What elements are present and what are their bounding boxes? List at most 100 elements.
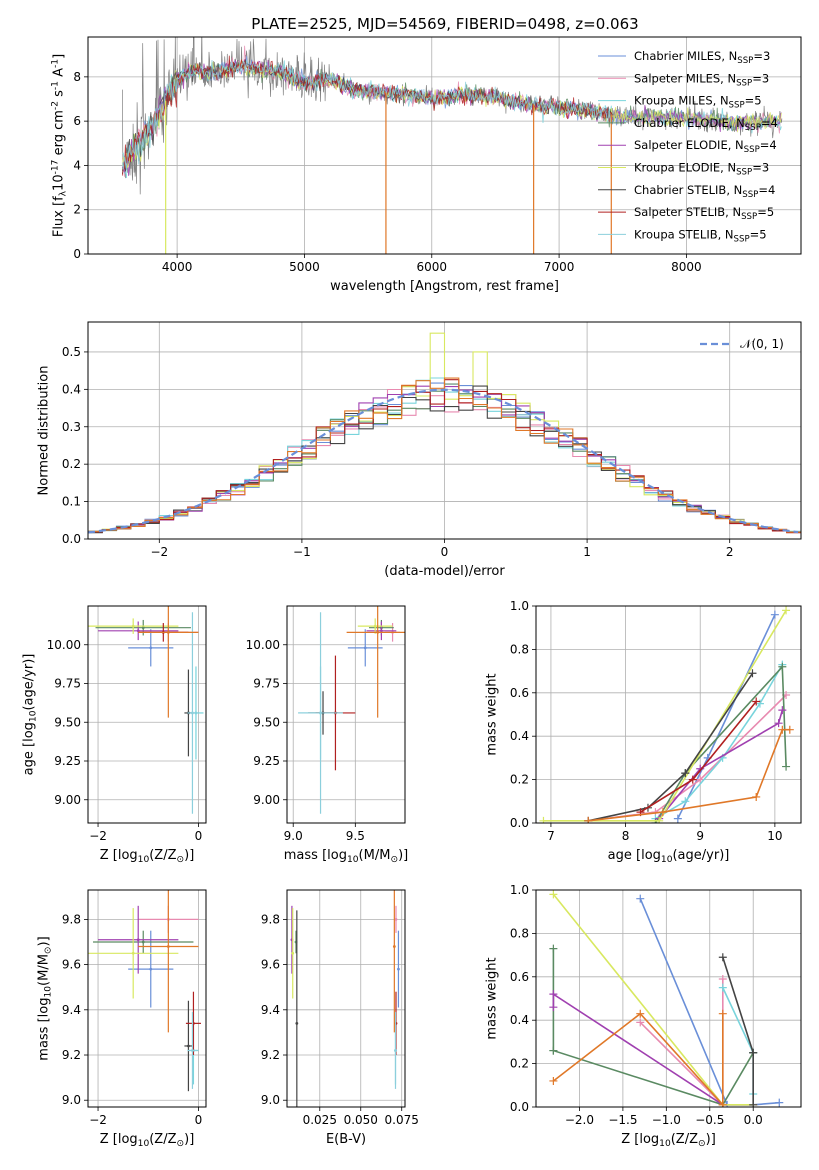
weight-marker [748, 669, 757, 678]
legend-entry: Salpeter MILES, NSSP=3 [634, 71, 769, 88]
x-tick-label: 8 [622, 829, 630, 843]
errorbar-point [136, 629, 140, 633]
spectrum-axes: 4000 5000 6000 7000 8000 0 2 4 6 8 wavelength [Ang… [51, 36, 802, 294]
weight-marker [549, 1046, 558, 1055]
weight-marker [770, 610, 779, 619]
weight-marker [655, 816, 664, 823]
weight-line [654, 664, 787, 823]
axes-frame [535, 605, 802, 824]
figure-title: PLATE=2525, MJD=54569, FIBERID=0498, z=0… [251, 15, 638, 33]
errorbar-point [363, 646, 367, 650]
errorbar-point [319, 711, 322, 715]
x-tick-label: 0.050 [344, 1113, 378, 1127]
y-axis-label: mass [log10(M/M⊙)] [37, 936, 54, 1060]
mass-vs-Z-axes: −2 0 9.0 9.2 9.4 9.6 9.8 Z [log10(Z/Z⊙)] mass [l… [37, 889, 207, 1149]
weight-vs-Z-axes: −2.0 −1.5 −1.0 −0.5 0.0 0.0 0.2 0.4 0.6 0.8 1.0 Z [… [485, 883, 802, 1149]
x-tick-label: −1.5 [608, 1113, 637, 1127]
y-tick-label: 9.4 [62, 1003, 81, 1017]
y-tick-label: 10.00 [47, 638, 81, 652]
x-tick-label: 10 [767, 829, 782, 843]
y-tick-label: 1.0 [510, 599, 529, 613]
y-tick-label: 0.8 [510, 926, 529, 940]
weight-marker [718, 1009, 727, 1018]
y-tick-label: 4 [73, 158, 81, 172]
y-tick-label: 9.6 [62, 958, 81, 972]
x-axis-label: Z [log10(Z/Z⊙)] [621, 1132, 716, 1149]
y-tick-label: 0.1 [62, 495, 81, 509]
spectrum-legend: Chabrier MILES, NSSP=3 Salpeter MILES, NS… [598, 49, 778, 244]
x-axis-label: Z [log10(Z/Z⊙)] [100, 848, 195, 865]
y-tick-label: 1.0 [510, 883, 529, 897]
weight-marker [749, 1100, 758, 1107]
errorbar-point [394, 1049, 397, 1052]
y-tick-label: 9.0 [261, 1093, 280, 1107]
weight-line [722, 957, 754, 1105]
x-tick-label: −1 [293, 545, 311, 559]
y-tick-label: 0.4 [510, 1013, 529, 1027]
weight-vs-age-marks [539, 606, 794, 823]
y-tick-label: 0.4 [62, 382, 81, 396]
y-axis-label: age [log10(age/yr)] [22, 654, 39, 776]
errorbar-point [191, 1049, 194, 1052]
weight-marker [681, 769, 690, 778]
errorbar-point [149, 646, 153, 650]
errorbar-point [141, 940, 145, 944]
x-tick-label: 0.0 [744, 1113, 763, 1127]
model-spectrum [122, 58, 613, 175]
age-vs-Z-marks [88, 606, 204, 814]
y-tick-label: 0.4 [510, 729, 529, 743]
weight-line [658, 709, 784, 820]
weight-marker [718, 1100, 727, 1107]
x-tick-label: 6000 [416, 260, 447, 274]
weight-vs-age-axes: 7 8 9 10 0.0 0.2 0.4 0.6 0.8 1.0 age [log10(age/yr… [485, 599, 802, 865]
weight-line [543, 609, 787, 822]
y-axis-label: Flux [fλ10-17 erg cm-2 s-1 A-1] [51, 54, 69, 237]
weight-marker [778, 725, 787, 734]
y-tick-label: 0.2 [62, 457, 81, 471]
weight-marker [752, 792, 761, 801]
y-tick-label: 0.8 [510, 642, 529, 656]
weight-marker [549, 1003, 558, 1012]
errorbar-point [373, 624, 377, 628]
errorbar-point [141, 626, 145, 630]
weight-marker [549, 1076, 558, 1085]
x-tick-label: 1 [583, 545, 591, 559]
weight-vs-Z-marks [549, 890, 784, 1107]
legend-entry: Chabrier STELIB, NSSP=4 [634, 183, 775, 200]
y-tick-label: 8 [73, 70, 81, 84]
errorbar-point [394, 917, 398, 921]
axes-frame [87, 605, 207, 824]
errorbar-point [166, 630, 170, 634]
weight-marker [549, 944, 558, 953]
x-tick-label: 8000 [671, 260, 702, 274]
y-tick-label: 9.2 [261, 1048, 280, 1062]
weight-line [588, 728, 790, 822]
legend-entry: Salpeter STELIB, NSSP=5 [634, 205, 774, 222]
x-tick-label: 2 [726, 545, 734, 559]
x-tick-label: 0 [195, 829, 203, 843]
residuals-axes: −2 −1 0 1 2 0.0 0.1 0.2 0.3 0.4 0.5 (data-model)/er… [37, 321, 802, 579]
y-tick-label: 9.8 [62, 912, 81, 926]
y-tick-label: 9.50 [253, 715, 280, 729]
axes-frame [286, 889, 406, 1108]
spectrum-marks [122, 37, 783, 254]
weight-marker [785, 725, 794, 734]
y-tick-label: 9.2 [62, 1048, 81, 1062]
age-vs-Z-axes: −2 0 9.00 9.25 9.50 9.75 10.00 Z [log10(Z/Z⊙)] a… [22, 605, 207, 865]
x-tick-label: 0.025 [303, 1113, 337, 1127]
axes-frame [87, 321, 802, 540]
y-axis-label: Normed distribution [37, 366, 52, 496]
y-axis-label: mass weight [485, 957, 500, 1039]
weight-marker [688, 775, 697, 784]
weight-marker [549, 890, 558, 899]
x-tick-label: 0 [195, 1113, 203, 1127]
x-tick-label: 7 [547, 829, 555, 843]
y-tick-label: 0.2 [510, 1057, 529, 1071]
x-tick-label: 9.0 [284, 829, 303, 843]
weight-marker [752, 697, 761, 706]
x-axis-label: age [log10(age/yr)] [608, 848, 730, 865]
legend-entry: Kroupa MILES, NSSP=5 [634, 94, 762, 111]
x-tick-label: −2 [150, 545, 168, 559]
weight-marker [778, 662, 787, 671]
x-tick-label: 9 [696, 829, 704, 843]
